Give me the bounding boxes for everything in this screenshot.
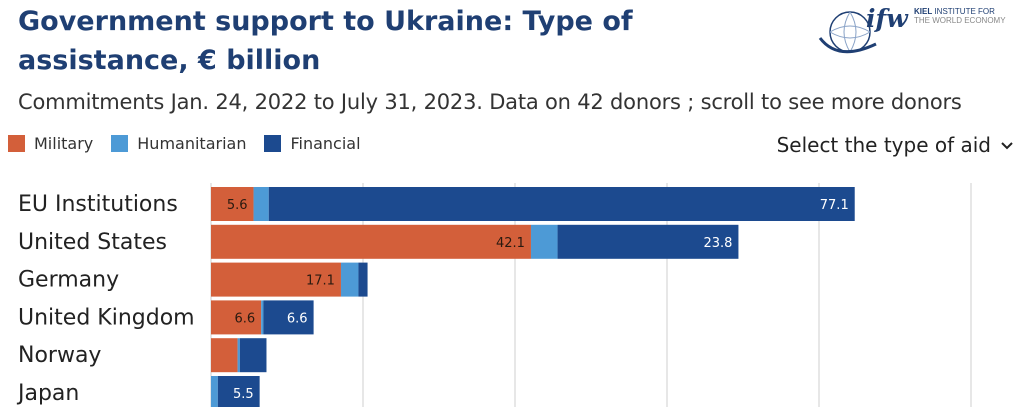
legend-swatch-financial <box>264 135 282 152</box>
bar-segment-financial <box>263 300 314 335</box>
chevron-down-icon <box>1001 142 1013 150</box>
category-label: EU Institutions <box>18 192 178 217</box>
data-label: 5.5 <box>233 387 254 402</box>
legend-label-military: Military <box>34 134 94 153</box>
bar-segment-financial <box>217 376 260 407</box>
legend-item-financial: Financial <box>264 134 361 153</box>
aid-type-select-label: Select the type of aid <box>776 133 991 157</box>
bar-segment-humanitarian <box>530 224 558 259</box>
chart-title: Government support to Ukraine: Type of a… <box>18 6 633 76</box>
legend: Military Humanitarian Financial <box>8 134 379 153</box>
bar-segment-military <box>211 187 254 221</box>
bar-segment-financial <box>358 262 368 297</box>
data-label: 23.8 <box>703 236 732 251</box>
bar-chart: EU Institutions 5.6 77.1 United States 42.1 2… <box>16 183 972 407</box>
data-label: 6.6 <box>287 311 308 326</box>
logo-line-1: KIEL INSTITUTE FOR <box>914 7 995 16</box>
legend-item-humanitarian: Humanitarian <box>111 134 246 153</box>
bar-segment-military <box>211 262 341 297</box>
bar-segment-financial <box>239 338 267 373</box>
legend-swatch-military <box>8 135 25 152</box>
legend-item-military: Military <box>8 134 93 153</box>
chart-subtitle: Commitments Jan. 24, 2022 to July 31, 20… <box>18 90 962 114</box>
category-label: Norway <box>18 343 101 368</box>
bar-segment-financial <box>268 187 855 221</box>
globe-icon <box>818 11 877 54</box>
category-label: Japan <box>16 381 79 406</box>
category-label: Germany <box>18 268 119 293</box>
data-label: 5.6 <box>227 198 248 213</box>
data-label: 17.1 <box>306 274 335 289</box>
bar-segment-military <box>211 338 238 373</box>
data-label: 77.1 <box>820 198 849 213</box>
bar-segment-humanitarian <box>261 300 264 335</box>
bar-segment-humanitarian <box>340 262 359 297</box>
bar-segment-humanitarian <box>237 338 240 373</box>
legend-label-financial: Financial <box>290 134 361 153</box>
data-label: 42.1 <box>496 236 525 251</box>
category-label: United Kingdom <box>18 305 195 330</box>
bar-segment-humanitarian <box>211 376 218 407</box>
bar-segment-military <box>211 224 531 259</box>
logo-mark: ifw <box>866 4 908 33</box>
legend-label-humanitarian: Humanitarian <box>137 134 247 153</box>
bar-segment-humanitarian <box>253 187 269 221</box>
data-label: 6.6 <box>234 311 255 326</box>
category-label: United States <box>18 230 167 255</box>
legend-swatch-humanitarian <box>111 135 129 152</box>
logo-line-2: THE WORLD ECONOMY <box>914 16 1006 25</box>
bar-segment-financial <box>557 224 739 259</box>
bar-segment-military <box>211 300 262 335</box>
aid-type-select[interactable]: Select the type of aid <box>777 133 1015 157</box>
